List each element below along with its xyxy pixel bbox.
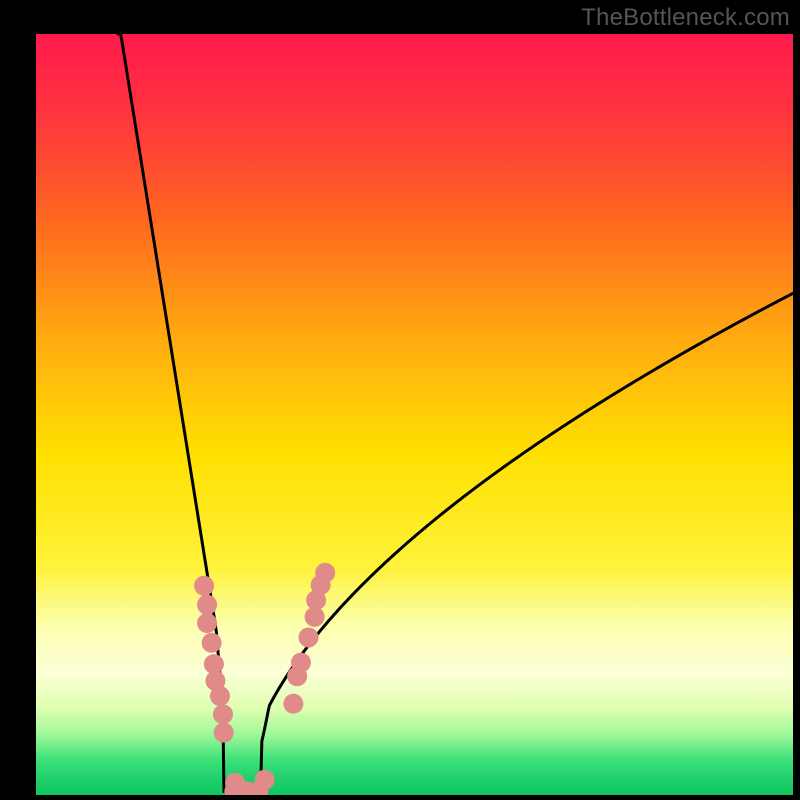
sample-marker bbox=[210, 686, 230, 706]
sample-marker bbox=[255, 770, 275, 790]
chart-svg bbox=[0, 0, 800, 800]
sample-marker bbox=[197, 613, 217, 633]
sample-marker bbox=[291, 653, 311, 673]
sample-marker bbox=[197, 595, 217, 615]
sample-marker bbox=[283, 694, 303, 714]
sample-marker bbox=[214, 723, 234, 743]
stage: TheBottleneck.com bbox=[0, 0, 800, 800]
sample-marker bbox=[299, 627, 319, 647]
sample-marker bbox=[315, 563, 335, 583]
sample-marker bbox=[213, 704, 233, 724]
sample-marker bbox=[194, 576, 214, 596]
sample-marker bbox=[202, 633, 222, 653]
plot-background bbox=[36, 34, 793, 795]
